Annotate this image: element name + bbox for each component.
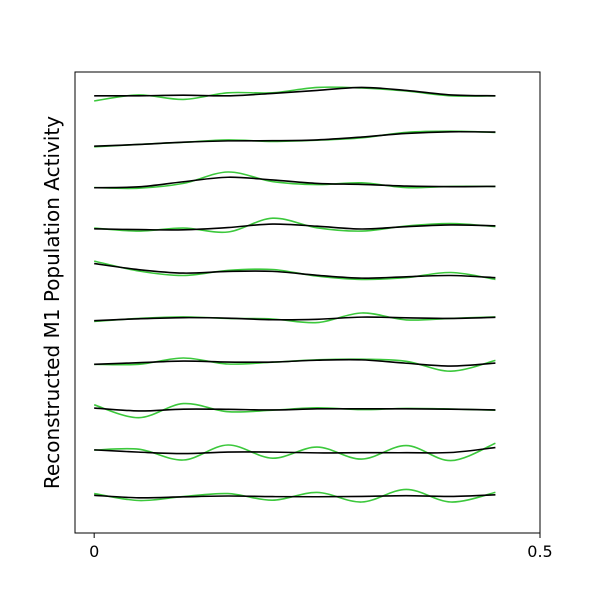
trace-7-black-line <box>94 358 496 367</box>
y-axis-label: Reconstructed M1 Population Activity <box>40 116 64 489</box>
plot-frame <box>74 71 541 534</box>
trace-1-black-line <box>94 86 496 97</box>
trace-2-black-line <box>94 130 496 147</box>
trace-9 <box>94 442 496 462</box>
trace-1 <box>94 86 496 102</box>
trace-7 <box>94 357 496 373</box>
traces-group <box>93 86 496 503</box>
trace-8 <box>93 402 496 419</box>
trace-4-black-line <box>94 223 496 231</box>
x-tick-label-1: 0 <box>89 542 99 561</box>
trace-2 <box>94 130 496 148</box>
trace-5 <box>93 260 496 281</box>
x-tick-label-2: 0.5 <box>527 542 552 561</box>
trace-1-green-line <box>94 86 496 102</box>
x-axis-ticks: 0 0.5 <box>89 533 553 561</box>
trace-3 <box>94 171 496 190</box>
trace-6 <box>94 312 496 324</box>
trace-9-black-line <box>94 446 496 455</box>
trace-10 <box>94 488 496 503</box>
trace-4 <box>94 217 496 234</box>
trace-5-black-line <box>94 262 496 279</box>
trace-3-black-line <box>94 176 496 189</box>
trace-6-black-line <box>94 316 496 322</box>
trace-8-black-line <box>94 407 496 412</box>
trace-10-black-line <box>94 494 496 499</box>
